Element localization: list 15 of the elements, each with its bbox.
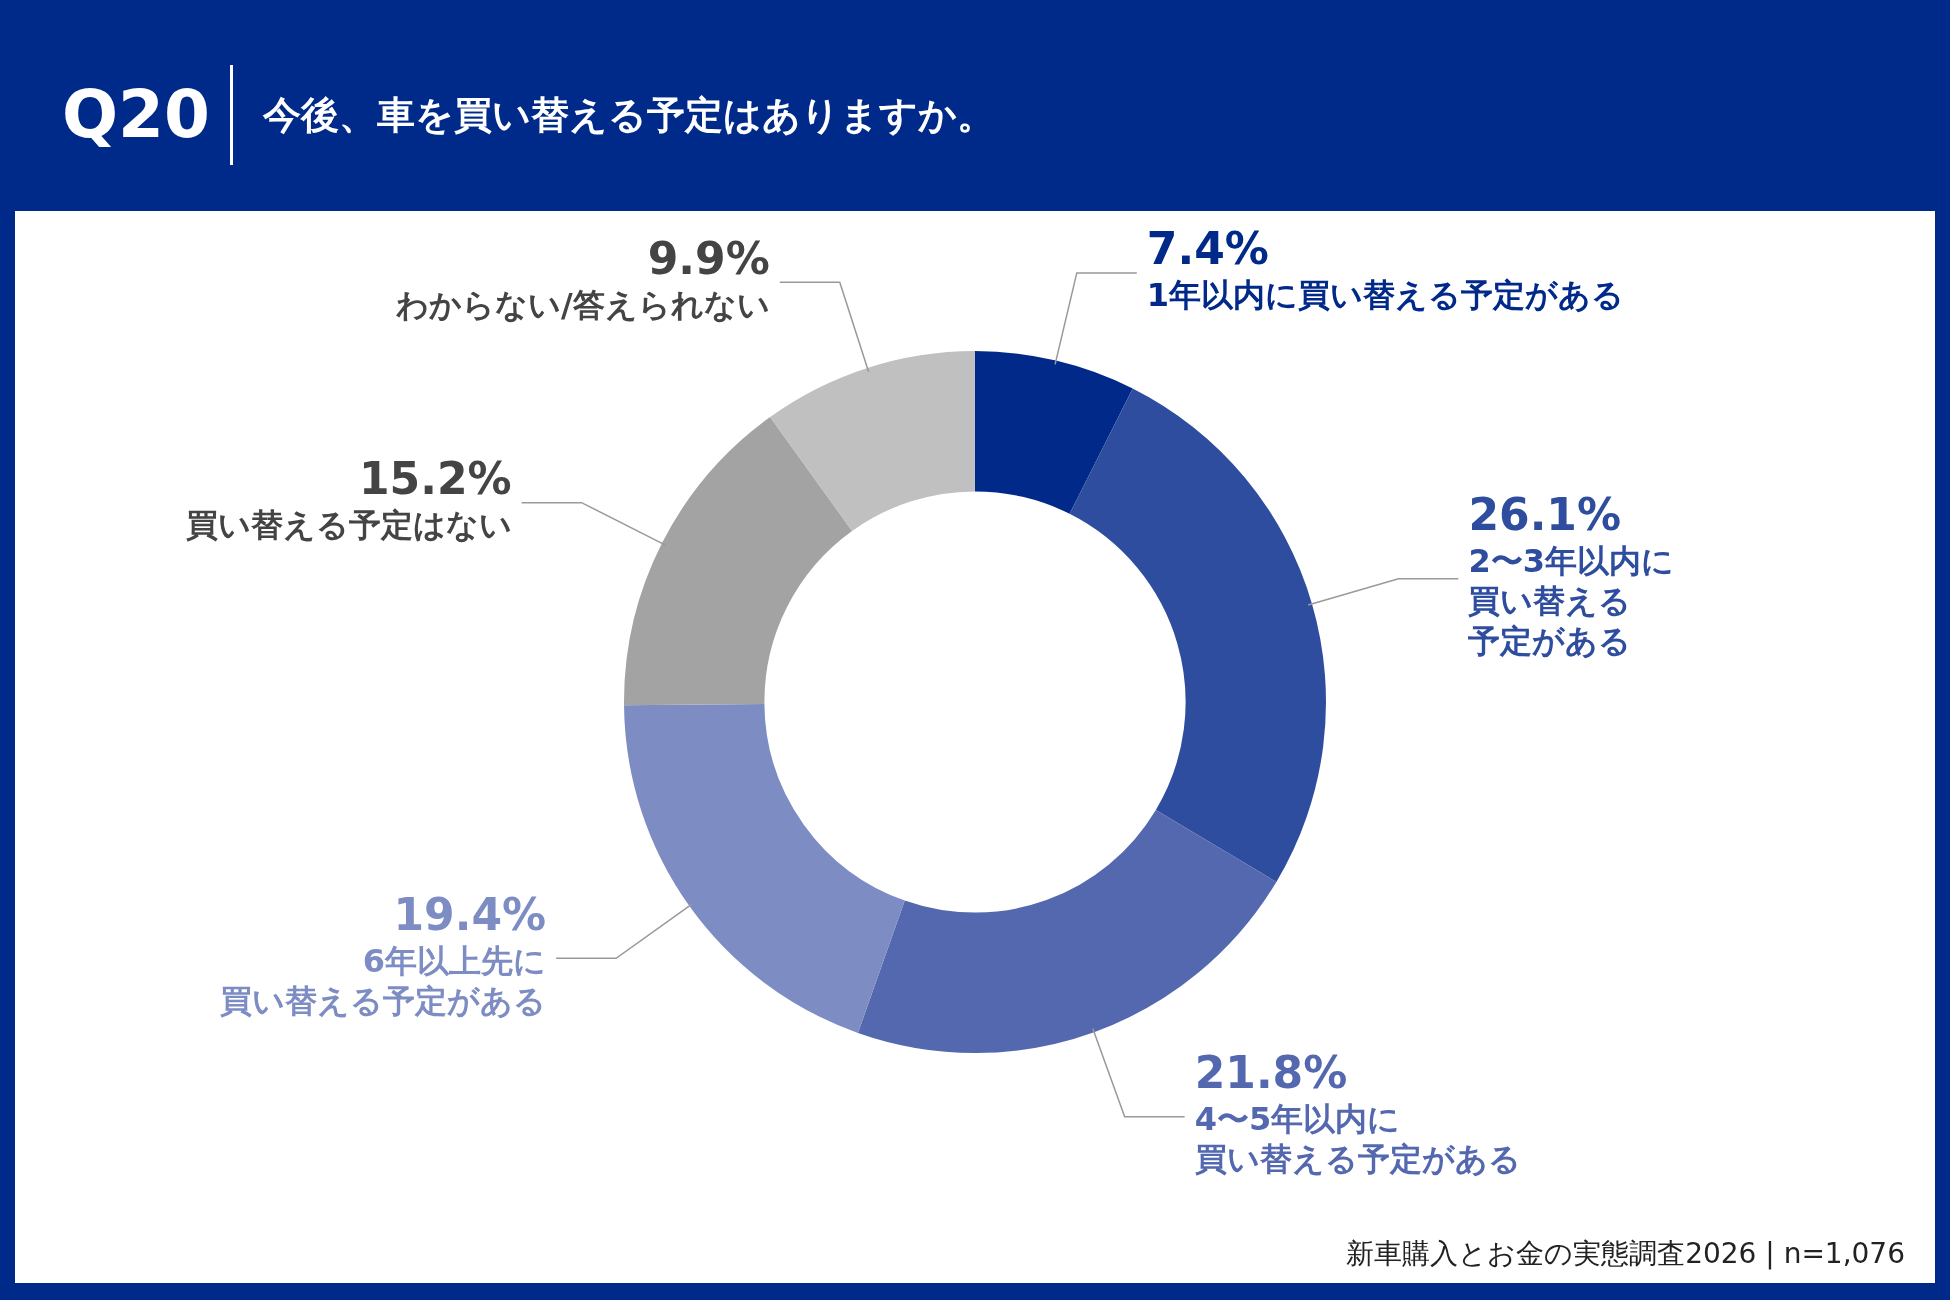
data-label: 26.1% bbox=[1468, 489, 1622, 541]
slice-label: 6年以上先に買い替える予定がある bbox=[220, 941, 547, 1020]
data-label: 19.4% bbox=[393, 888, 547, 940]
data-label: 9.9% bbox=[647, 232, 770, 284]
chart-subtitle: 今後、車を買い替える予定はありますか。 bbox=[261, 91, 995, 139]
slice-label: 買い替える予定はない bbox=[185, 505, 512, 544]
slice-label: わからない/答えられない bbox=[396, 285, 770, 324]
chart-title: Q20 bbox=[62, 65, 233, 165]
data-label: 7.4% bbox=[1146, 223, 1269, 275]
slice-label: 1年以内に買い替える予定がある bbox=[1146, 276, 1625, 315]
data-label: 21.8% bbox=[1194, 1047, 1348, 1099]
slice-label: 4〜5年以内に買い替える予定がある bbox=[1194, 1100, 1521, 1179]
data-label: 15.2% bbox=[358, 453, 512, 505]
text: 新車購入とお金の実態調査2026 | n=1,076 bbox=[1346, 1236, 1905, 1272]
slice-label: 2〜3年以内に買い替える予定がある bbox=[1467, 542, 1674, 661]
